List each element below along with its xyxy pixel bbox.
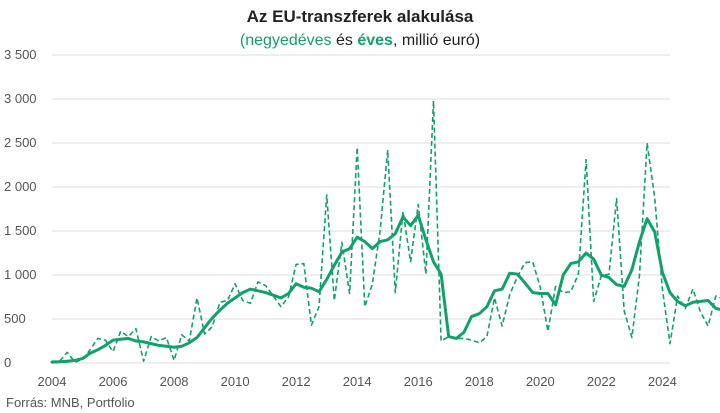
y-tick-label: 2 000 [4, 179, 37, 194]
x-tick-label: 2024 [648, 374, 677, 389]
y-tick-label: 2 500 [4, 135, 37, 150]
x-tick-label: 2014 [343, 374, 372, 389]
gridlines [52, 54, 670, 364]
subtitle-quarterly-label: negyedéves [245, 32, 331, 49]
annual-series-line [50, 213, 720, 364]
x-axis-ticks: 2004 2006 2008 2010 2012 2014 2016 2018 2020 2022… [38, 374, 677, 389]
chart-subtitle: (negyedéves és éves, millió euró) [240, 32, 480, 49]
subtitle-unit: , millió euró) [393, 32, 480, 49]
chart-title: Az EU-transzferek alakulása [247, 7, 474, 26]
x-tick-label: 2016 [404, 374, 433, 389]
series-lines [50, 100, 720, 364]
y-tick-label: 1 000 [4, 267, 37, 282]
y-axis-ticks: 0 500 1 000 1 500 2 000 2 500 3 000 3 500 [4, 47, 37, 370]
x-tick-label: 2022 [587, 374, 616, 389]
x-tick-label: 2018 [465, 374, 494, 389]
y-tick-label: 500 [4, 311, 26, 326]
x-tick-label: 2004 [38, 374, 67, 389]
y-tick-label: 0 [4, 355, 11, 370]
quarterly-series-line [52, 100, 720, 363]
subtitle-and: és [332, 32, 358, 49]
x-tick-label: 2006 [99, 374, 128, 389]
source-note: Forrás: MNB, Portfolio [6, 395, 135, 410]
x-tick-label: 2020 [526, 374, 555, 389]
subtitle-annual-label: éves [357, 32, 393, 49]
x-tick-label: 2008 [160, 374, 189, 389]
y-tick-label: 3 500 [4, 47, 37, 62]
x-tick-label: 2010 [221, 374, 250, 389]
subtitle-open-paren: ( [240, 32, 246, 49]
x-tick-label: 2012 [282, 374, 311, 389]
y-tick-label: 3 000 [4, 91, 37, 106]
y-tick-label: 1 500 [4, 223, 37, 238]
